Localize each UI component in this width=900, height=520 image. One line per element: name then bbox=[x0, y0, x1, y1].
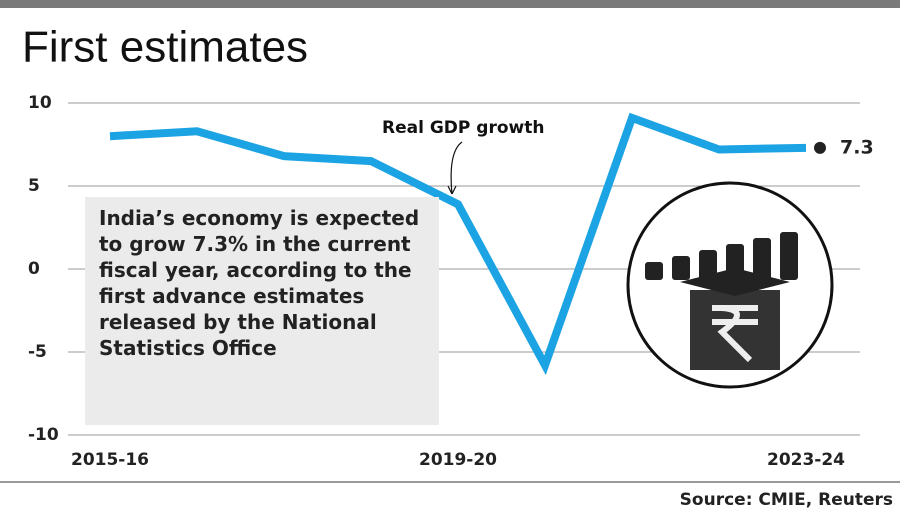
x-tick-label: 2015-16 bbox=[71, 450, 149, 470]
y-tick-label: 0 bbox=[28, 259, 40, 279]
y-tick-label: -5 bbox=[28, 342, 47, 362]
annotation-arrowhead bbox=[447, 185, 457, 195]
end-dot bbox=[814, 141, 826, 154]
icon bbox=[626, 181, 834, 389]
x-tick-label: 2019-20 bbox=[419, 450, 497, 470]
series-label: Real GDP growth bbox=[382, 118, 544, 138]
line bbox=[109, 112, 807, 376]
y-tick-label: 10 bbox=[28, 93, 52, 113]
annotation-box: India’s economy is expected to grow 7.3%… bbox=[85, 197, 439, 425]
x-tick-label: 2023-24 bbox=[767, 450, 845, 470]
y-tick-label: -10 bbox=[28, 425, 59, 445]
data-label: 7.3 bbox=[840, 136, 874, 158]
chart-title: First estimates bbox=[22, 23, 308, 72]
source: Source: CMIE, Reuters bbox=[680, 490, 893, 510]
y-tick-label: 5 bbox=[28, 176, 40, 196]
annotation-arrow bbox=[450, 141, 463, 195]
top-bar bbox=[0, 0, 900, 8]
